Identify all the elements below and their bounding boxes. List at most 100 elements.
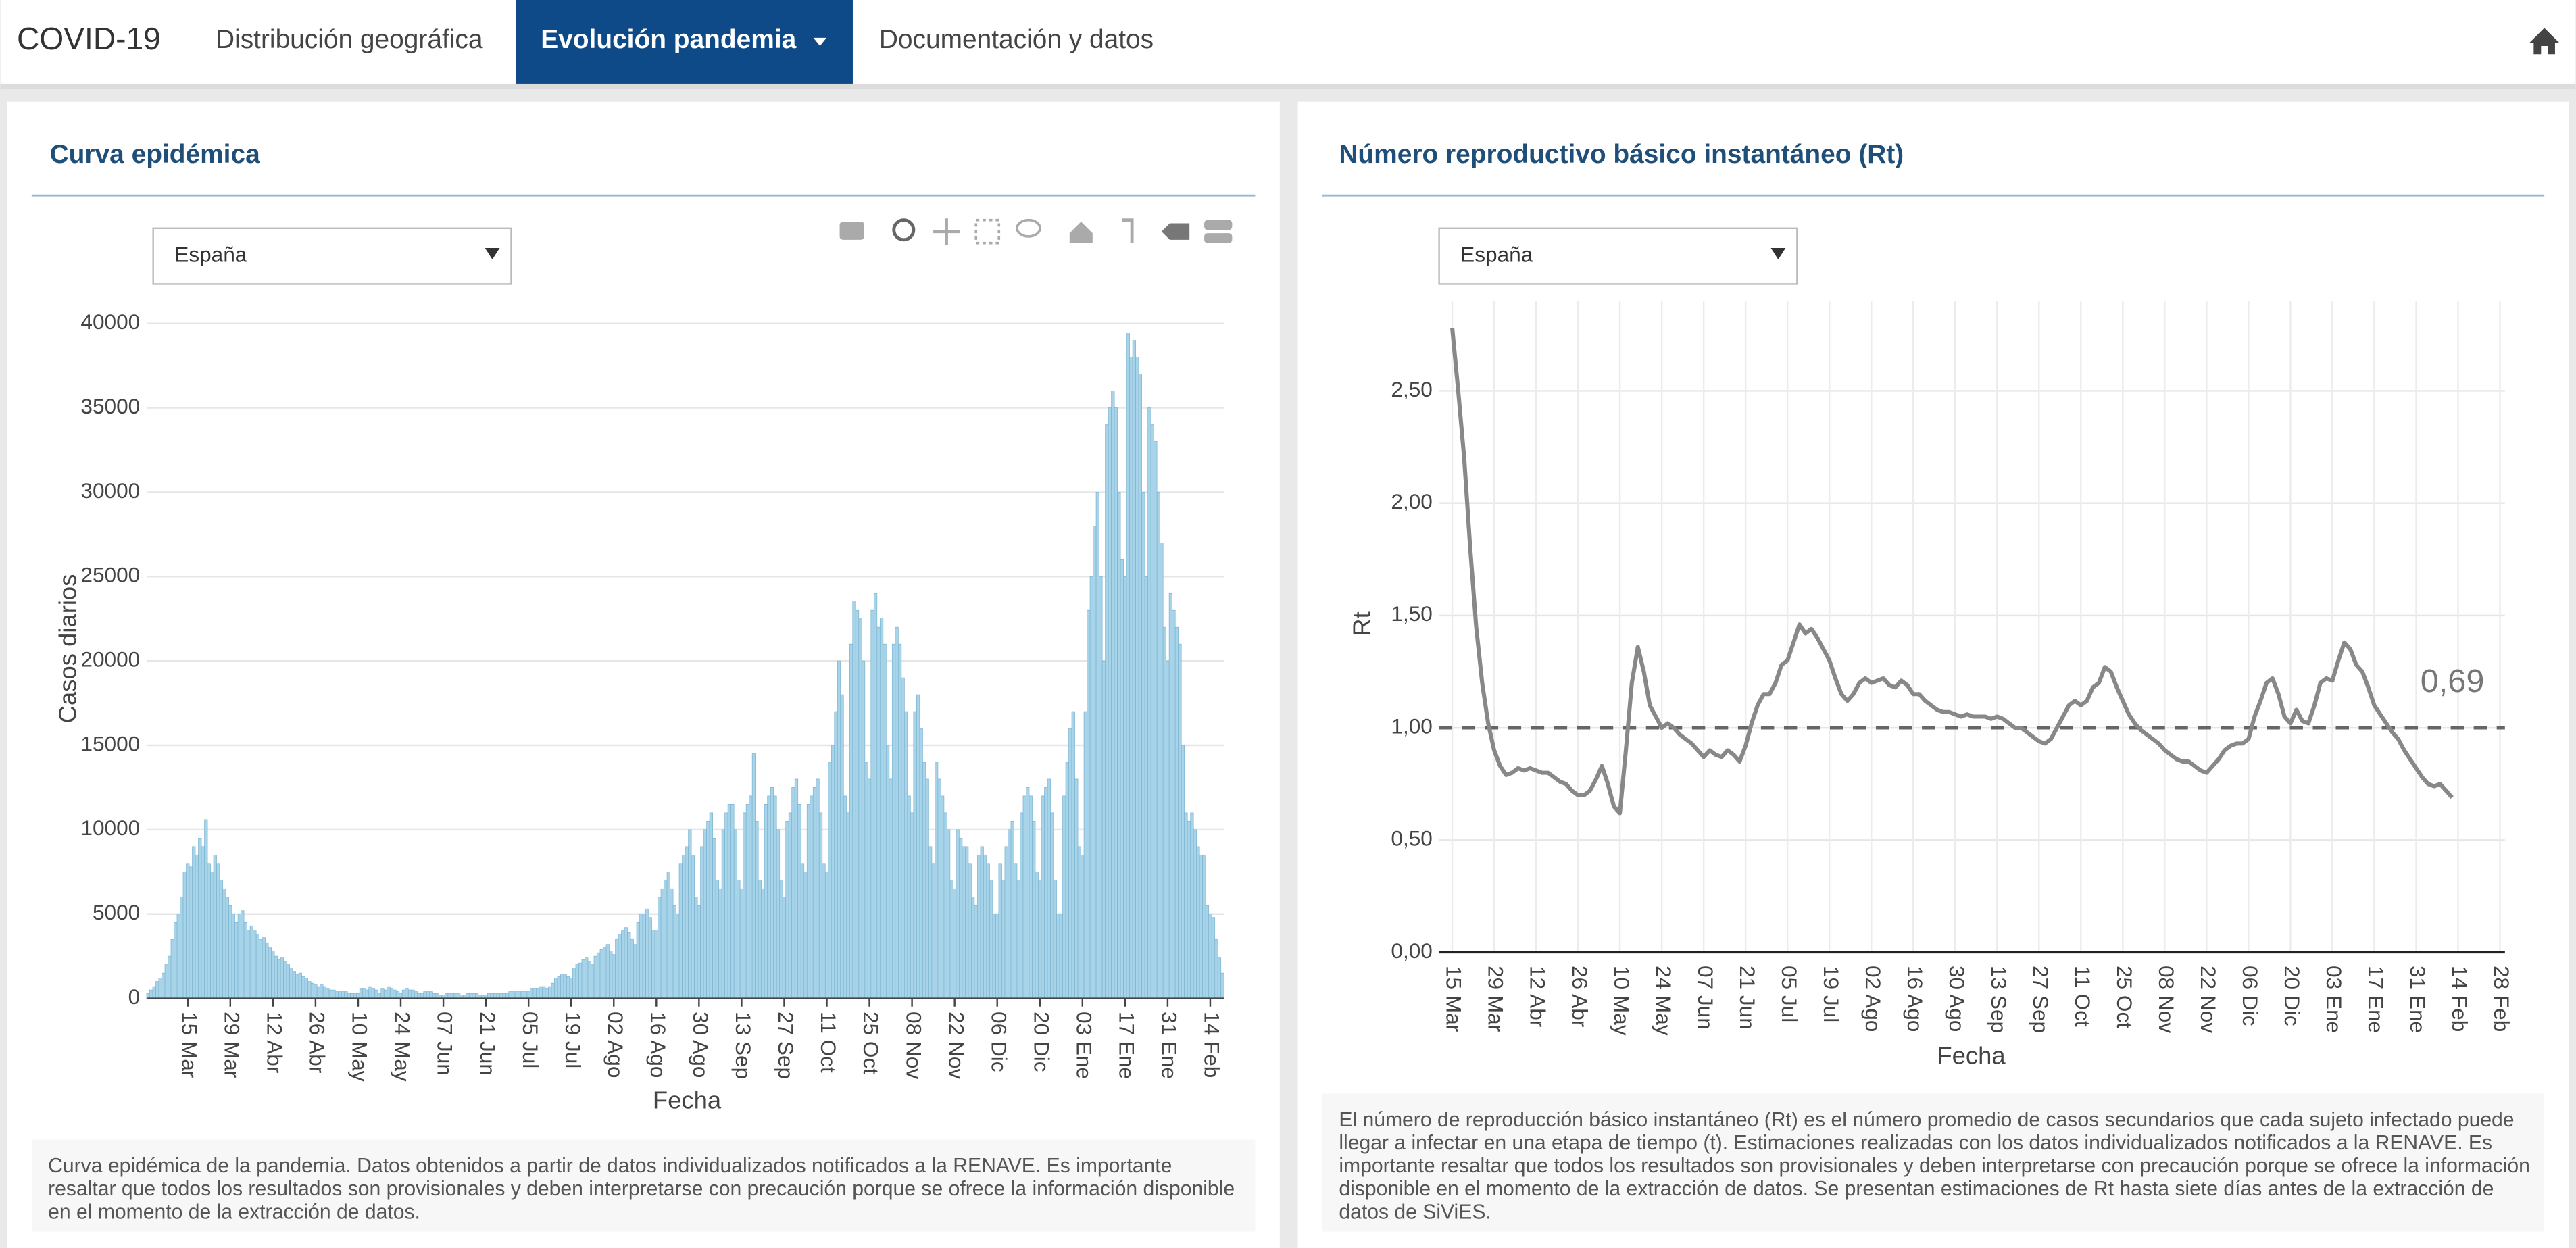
bar	[186, 863, 190, 999]
lasso-icon[interactable]	[1016, 218, 1041, 238]
x-tick-label: 11 Oct	[2071, 966, 2095, 1027]
bar	[566, 976, 570, 999]
rt-line	[1450, 328, 2454, 816]
bar	[548, 986, 552, 999]
bar	[1059, 914, 1063, 999]
bar	[1041, 795, 1045, 999]
bar	[703, 829, 707, 999]
bar	[371, 988, 376, 999]
bar	[182, 871, 187, 999]
bar	[1187, 821, 1191, 999]
bar	[237, 914, 241, 999]
bar	[268, 947, 272, 999]
bar	[1035, 871, 1039, 999]
compare-icon[interactable]	[1204, 220, 1233, 230]
x-tick-label: 13 Sep	[1987, 966, 2011, 1033]
bar	[247, 930, 251, 999]
y-tick-label: 40000	[80, 309, 140, 334]
bar	[393, 989, 397, 999]
bar	[743, 812, 747, 999]
panel-title: Curva epidémica	[50, 140, 261, 169]
nav-item[interactable]: Documentación y datos	[879, 25, 1154, 54]
caption-text: Curva epidémica de la pandemia. Datos ob…	[48, 1154, 1235, 1224]
nav-item[interactable]: Distribución geográfica	[216, 25, 483, 54]
pan-icon[interactable]	[933, 218, 960, 245]
x-tick-label: 25 Oct	[859, 1012, 883, 1074]
bar	[295, 974, 299, 999]
bar	[974, 905, 978, 999]
bar	[992, 914, 996, 999]
dropdown[interactable]	[1438, 227, 1798, 285]
bar	[1004, 846, 1008, 999]
bar	[414, 991, 418, 999]
bar	[1160, 542, 1164, 999]
bar	[1020, 812, 1024, 999]
bar	[943, 812, 947, 999]
spike-icon[interactable]	[1122, 218, 1134, 243]
bar	[554, 978, 558, 999]
bar	[937, 778, 941, 999]
bar	[776, 829, 781, 999]
bar	[758, 880, 762, 999]
bar	[301, 976, 305, 999]
bar	[688, 829, 692, 999]
bar	[1172, 609, 1176, 999]
x-tick-label: 20 Dic	[2280, 966, 2304, 1026]
bar	[1016, 880, 1020, 999]
x-tick-label: 10 May	[348, 1012, 372, 1082]
select-icon[interactable]	[974, 218, 1001, 245]
bar	[861, 660, 866, 999]
y-tick-label: 0,50	[1391, 826, 1432, 851]
modebar	[839, 218, 1233, 245]
dropdown[interactable]	[152, 227, 512, 285]
bar	[1093, 526, 1097, 999]
bar	[879, 618, 884, 999]
bar	[664, 880, 668, 999]
bar	[207, 863, 211, 999]
bar	[253, 930, 257, 999]
camera-icon[interactable]	[839, 222, 864, 240]
y-tick-label: 1,50	[1391, 601, 1432, 626]
bar	[277, 959, 281, 999]
bar	[843, 795, 847, 999]
x-tick-label: 21 Jun	[476, 1012, 500, 1076]
bar	[429, 991, 433, 999]
x-tick-label: 06 Dic	[987, 1012, 1011, 1072]
x-tick-label: 13 Sep	[731, 1012, 756, 1079]
bar	[989, 880, 993, 999]
bar	[1032, 821, 1036, 999]
x-tick-label: 10 May	[1610, 966, 1634, 1036]
bar	[1168, 593, 1173, 999]
bar	[1150, 424, 1155, 999]
bar	[891, 643, 896, 999]
x-tick-label: 27 Sep	[2029, 966, 2053, 1033]
bar	[1026, 787, 1030, 999]
home-icon[interactable]	[2529, 28, 2560, 55]
bar	[368, 986, 372, 999]
nav-item-active[interactable]: Evolución pandemia	[541, 25, 796, 54]
compare-icon[interactable]	[1204, 233, 1233, 243]
bar	[1010, 821, 1014, 999]
bar	[1117, 492, 1121, 999]
x-tick-label: 29 Mar	[1484, 966, 1508, 1032]
bar	[1144, 576, 1148, 999]
x-tick-label: 17 Ene	[2364, 966, 2388, 1033]
bar	[672, 905, 676, 999]
bar	[648, 917, 652, 999]
bar	[709, 812, 713, 999]
bar	[1220, 972, 1224, 999]
zoom-icon[interactable]	[892, 218, 916, 242]
bar	[405, 988, 409, 999]
reset-icon[interactable]	[1069, 222, 1093, 243]
brand[interactable]: COVID-19	[17, 21, 161, 56]
x-tick-label: 24 May	[1652, 966, 1676, 1036]
bar	[1056, 914, 1060, 999]
y-tick-label: 35000	[80, 394, 140, 418]
bar	[1208, 914, 1212, 999]
bar	[828, 762, 832, 999]
bar	[636, 922, 640, 999]
x-tick-label: 26 Abr	[305, 1012, 330, 1073]
bar	[1029, 795, 1033, 999]
hover-icon[interactable]	[1161, 223, 1190, 240]
bar	[1081, 854, 1085, 999]
